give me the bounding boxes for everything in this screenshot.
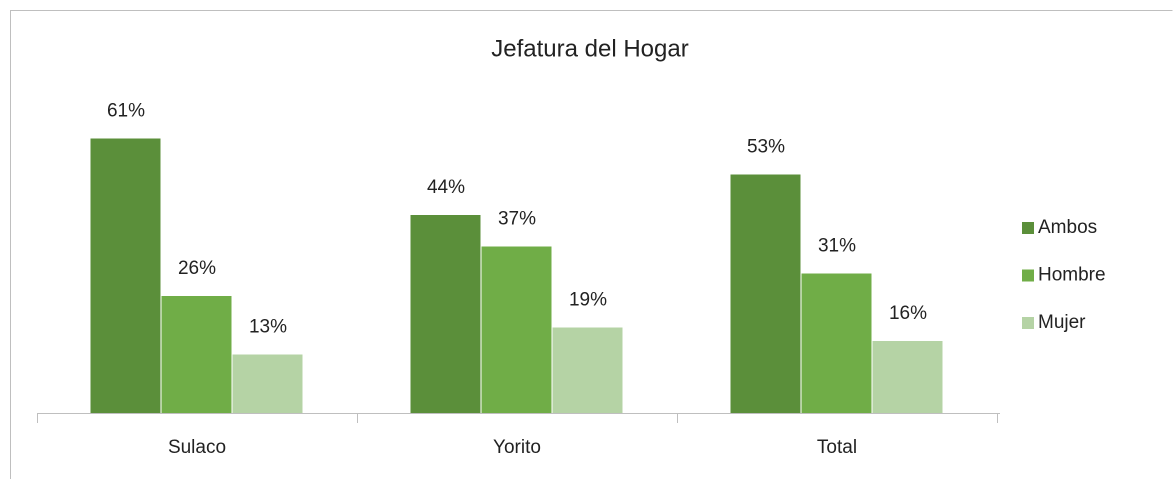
data-label: 19% (569, 290, 607, 311)
bar (232, 354, 303, 413)
bar (552, 327, 623, 413)
data-label: 37% (498, 209, 536, 230)
bar (161, 296, 232, 413)
data-label: 53% (747, 137, 785, 158)
legend-label: Mujer (1038, 312, 1086, 333)
bar (90, 138, 161, 413)
bar (410, 215, 481, 413)
data-label: 13% (249, 317, 287, 338)
x-tick-label: Total (817, 437, 857, 458)
legend-label: Hombre (1038, 265, 1106, 286)
data-label: 31% (818, 236, 856, 257)
legend-swatch (1022, 269, 1034, 282)
legend-swatch (1022, 222, 1034, 234)
bar (872, 341, 943, 413)
x-tick-label: Yorito (493, 437, 541, 458)
x-tick-label: Sulaco (168, 437, 226, 458)
chart-title: Jefatura del Hogar (491, 35, 688, 62)
data-label: 61% (107, 101, 145, 122)
bar (481, 246, 552, 413)
data-label: 44% (427, 177, 465, 198)
data-label: 26% (178, 258, 216, 279)
bar (801, 273, 872, 413)
bar (730, 174, 801, 413)
chart-border (10, 10, 1173, 479)
legend-label: Ambos (1038, 217, 1097, 238)
legend-swatch (1022, 317, 1034, 329)
data-label: 16% (889, 303, 927, 324)
